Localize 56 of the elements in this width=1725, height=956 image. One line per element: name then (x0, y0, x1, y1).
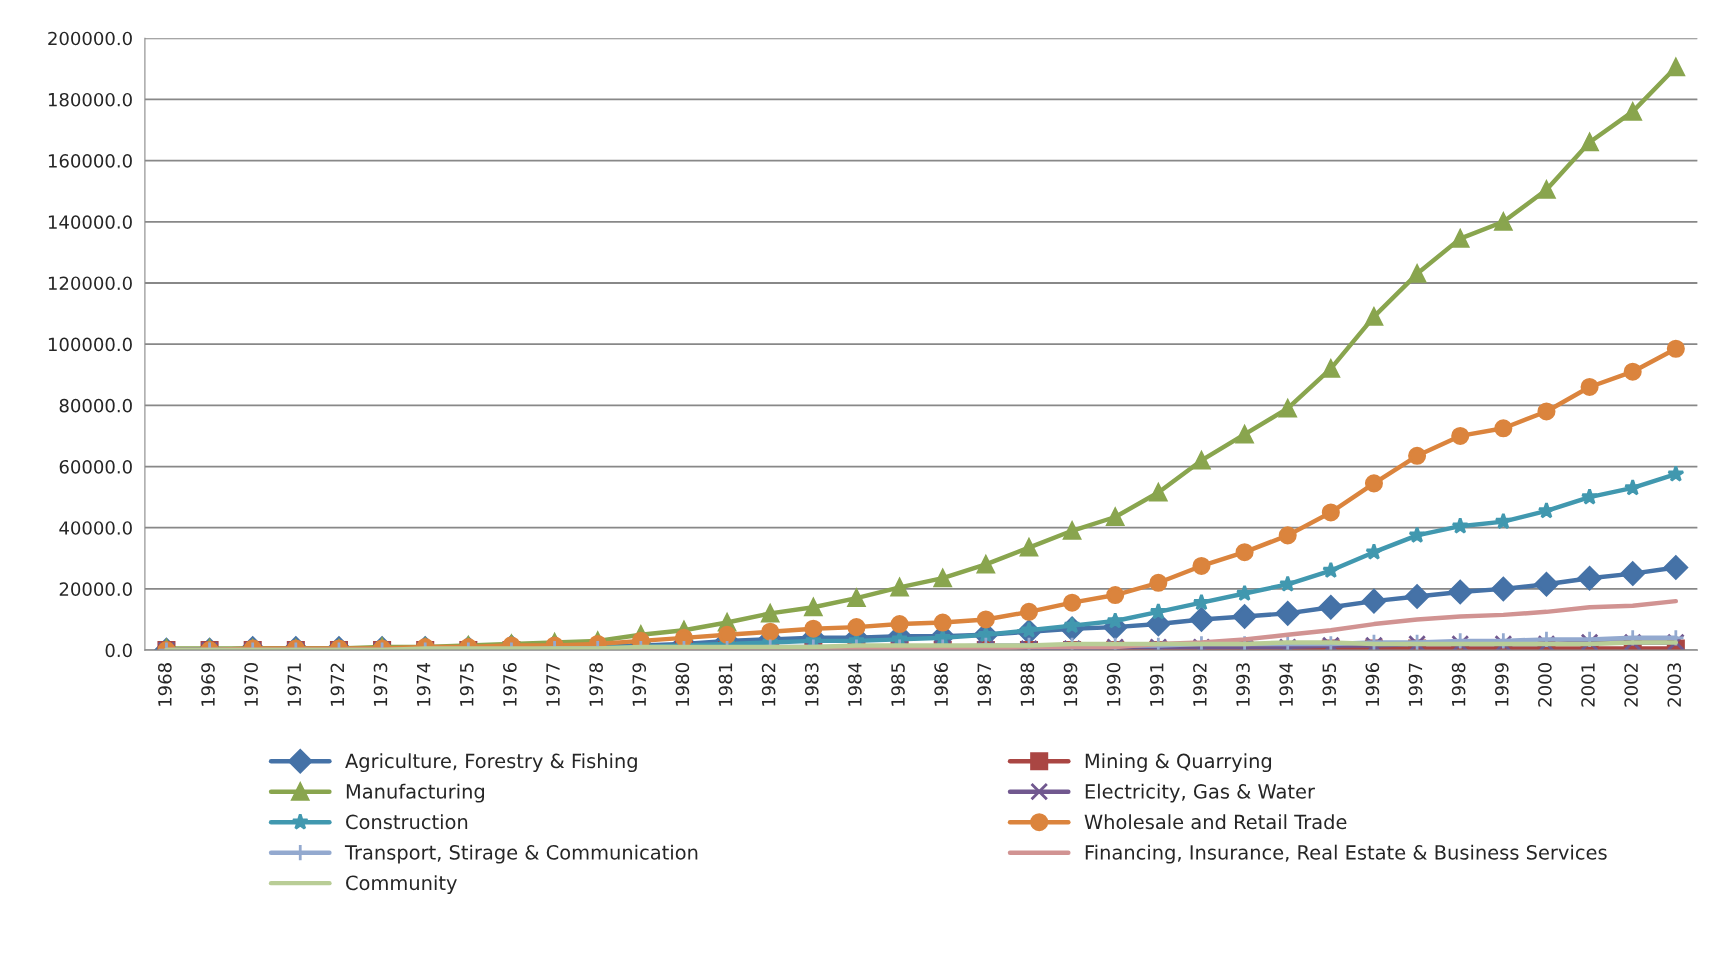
x-tick-label: 1993 (1236, 663, 1250, 706)
y-tick-label: 140000.0 (48, 215, 132, 229)
x-tick-label: 1972 (330, 663, 345, 706)
y-tick-label: 120000.0 (48, 276, 132, 291)
x-tick-label: 1986 (934, 663, 948, 706)
x-tick-label: 1981 (718, 663, 733, 706)
x-tick-label: 1969 (201, 663, 215, 706)
y-tick-label: 60000.0 (59, 459, 132, 474)
x-tick-label: 1995 (1322, 663, 1337, 706)
legend-label: Transport, Stirage & Communication (344, 844, 698, 864)
x-tick-label: 2001 (1581, 663, 1595, 707)
x-tick-label: 1994 (1279, 662, 1293, 706)
y-tick-label: 20000.0 (59, 582, 132, 597)
x-tick-label: 1992 (1193, 663, 1207, 706)
y-tick-label: 180000.0 (48, 92, 132, 107)
x-tick-label: 1979 (632, 663, 647, 706)
x-tick-label: 1988 (1020, 663, 1035, 706)
y-tick-label: 160000.0 (48, 154, 132, 168)
y-tick-label: 40000.0 (59, 521, 132, 535)
x-tick-label: 1968 (158, 663, 172, 706)
x-tick-label: 1975 (459, 663, 474, 706)
y-tick-label: 100000.0 (48, 337, 132, 352)
x-tick-label: 1996 (1365, 663, 1380, 706)
x-tick-label: 2000 (1538, 663, 1552, 707)
x-tick-label: 1997 (1408, 663, 1423, 706)
x-tick-label: 1970 (244, 663, 258, 706)
x-tick-label: 1999 (1494, 663, 1509, 706)
x-tick-label: 1980 (675, 663, 690, 706)
x-tick-label: 1976 (503, 663, 517, 706)
legend-label: Construction (346, 814, 468, 830)
legend-label: Community (346, 875, 457, 894)
x-tick-label: 1978 (589, 663, 603, 706)
legend-label: Agriculture, Forestry & Fishing (345, 753, 637, 773)
x-tick-label: 1987 (977, 663, 992, 706)
x-tick-label: 1982 (761, 663, 776, 706)
x-tick-label: 1990 (1106, 663, 1121, 706)
x-tick-label: 1998 (1451, 663, 1466, 706)
legend-label: Electricity, Gas & Water (1085, 783, 1315, 803)
x-tick-label: 1989 (1063, 663, 1078, 706)
legend-label: Manufacturing (346, 783, 484, 803)
x-tick-label: 1985 (891, 663, 905, 706)
legend-label: Financing, Insurance, Real Estate & Business Services (1085, 844, 1607, 864)
x-tick-label: 2003 (1667, 663, 1682, 707)
y-tick-label: 0.0 (105, 643, 132, 658)
legend-label: Mining & Quarrying (1085, 753, 1272, 773)
x-tick-label: 1991 (1149, 663, 1164, 706)
y-tick-label: 200000.0 (48, 31, 132, 46)
x-tick-label: 1983 (804, 663, 819, 706)
x-tick-label: 1973 (373, 663, 388, 706)
x-tick-label: 1971 (287, 663, 302, 706)
x-tick-label: 1974 (416, 662, 431, 706)
x-tick-label: 2002 (1624, 663, 1638, 707)
legend-label: Wholesale and Retail Trade (1084, 814, 1347, 830)
x-tick-label: 1984 (848, 662, 862, 706)
y-tick-label: 80000.0 (59, 398, 132, 413)
x-tick-label: 1977 (546, 663, 560, 706)
